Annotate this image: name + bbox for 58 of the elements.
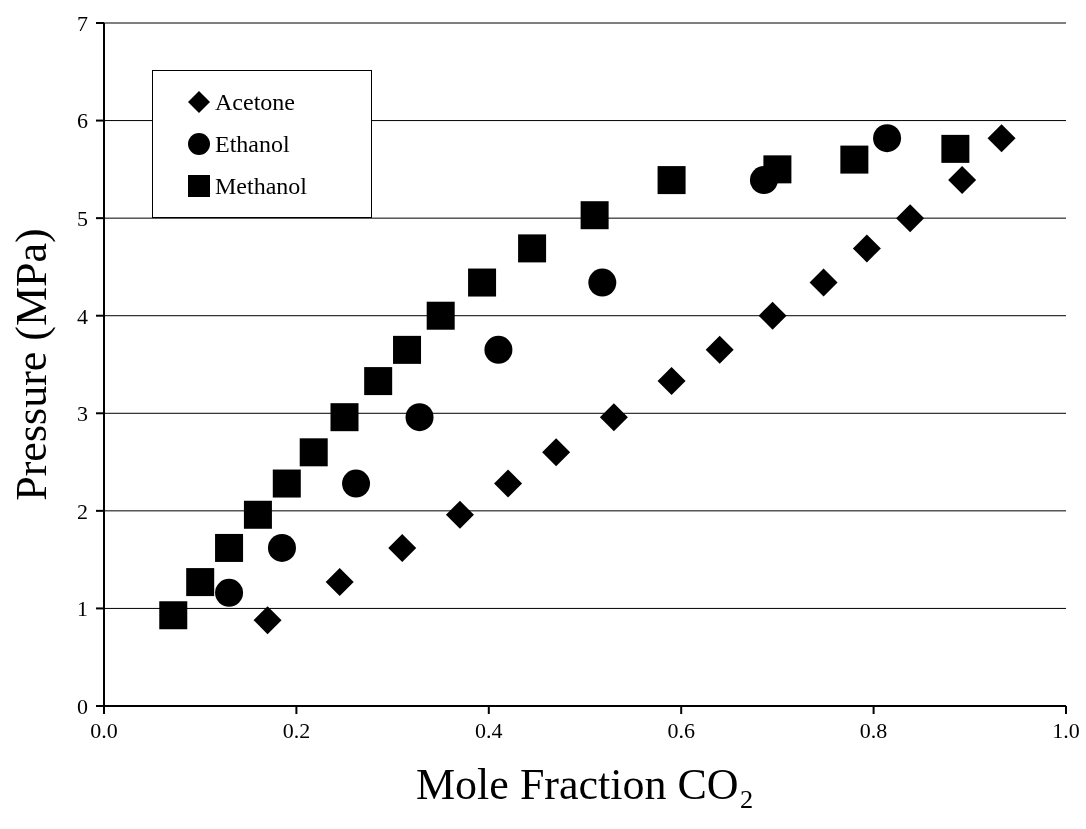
y-tick-label: 5 [77, 205, 88, 231]
point [426, 301, 455, 330]
x-axis-title: Mole Fraction CO₂ [416, 760, 754, 809]
point [364, 367, 393, 396]
point [494, 469, 523, 498]
point [896, 204, 925, 233]
point [941, 134, 970, 163]
point [763, 155, 792, 184]
point [852, 234, 881, 263]
legend-label: Ethanol [215, 130, 290, 158]
point [243, 500, 272, 529]
y-tick-label: 4 [77, 303, 88, 329]
point [159, 601, 188, 630]
x-tick-label: 0.6 [667, 717, 695, 743]
point [325, 568, 354, 597]
y-tick-label: 6 [77, 108, 88, 134]
point [542, 438, 571, 467]
point [388, 533, 417, 562]
y-tick-label: 3 [77, 401, 88, 427]
point [758, 301, 787, 330]
point [299, 438, 328, 467]
point [809, 268, 838, 297]
point [330, 403, 359, 432]
x-tick-label: 0.8 [859, 717, 888, 743]
y-axis-title: Pressure (MPa) [6, 228, 56, 501]
point [186, 568, 215, 597]
point [705, 335, 734, 364]
point [342, 469, 371, 498]
point [272, 469, 301, 498]
point [518, 234, 547, 263]
point [267, 533, 296, 562]
x-tick-label: 0.2 [282, 717, 311, 743]
point [468, 268, 497, 297]
point [588, 268, 617, 297]
point [215, 578, 244, 607]
point [253, 606, 282, 635]
y-tick-label: 7 [77, 10, 88, 36]
point [657, 367, 686, 396]
point [873, 124, 902, 153]
point [393, 335, 422, 364]
point [657, 166, 686, 195]
legend-label: Acetone [215, 88, 295, 116]
point [484, 335, 513, 364]
point [948, 166, 977, 195]
point [840, 145, 869, 174]
legend-label: Methanol [215, 172, 307, 200]
point [987, 124, 1016, 153]
x-tick-label: 1.0 [1052, 717, 1080, 743]
point [405, 403, 434, 432]
x-tick-label: 0.4 [475, 717, 503, 743]
point [580, 201, 609, 230]
y-tick-label: 1 [77, 596, 88, 622]
y-tick-label: 0 [77, 693, 88, 719]
point [215, 533, 244, 562]
y-tick-label: 2 [77, 498, 88, 524]
point [599, 403, 628, 432]
point [445, 500, 474, 529]
x-tick-label: 0.0 [90, 717, 118, 743]
